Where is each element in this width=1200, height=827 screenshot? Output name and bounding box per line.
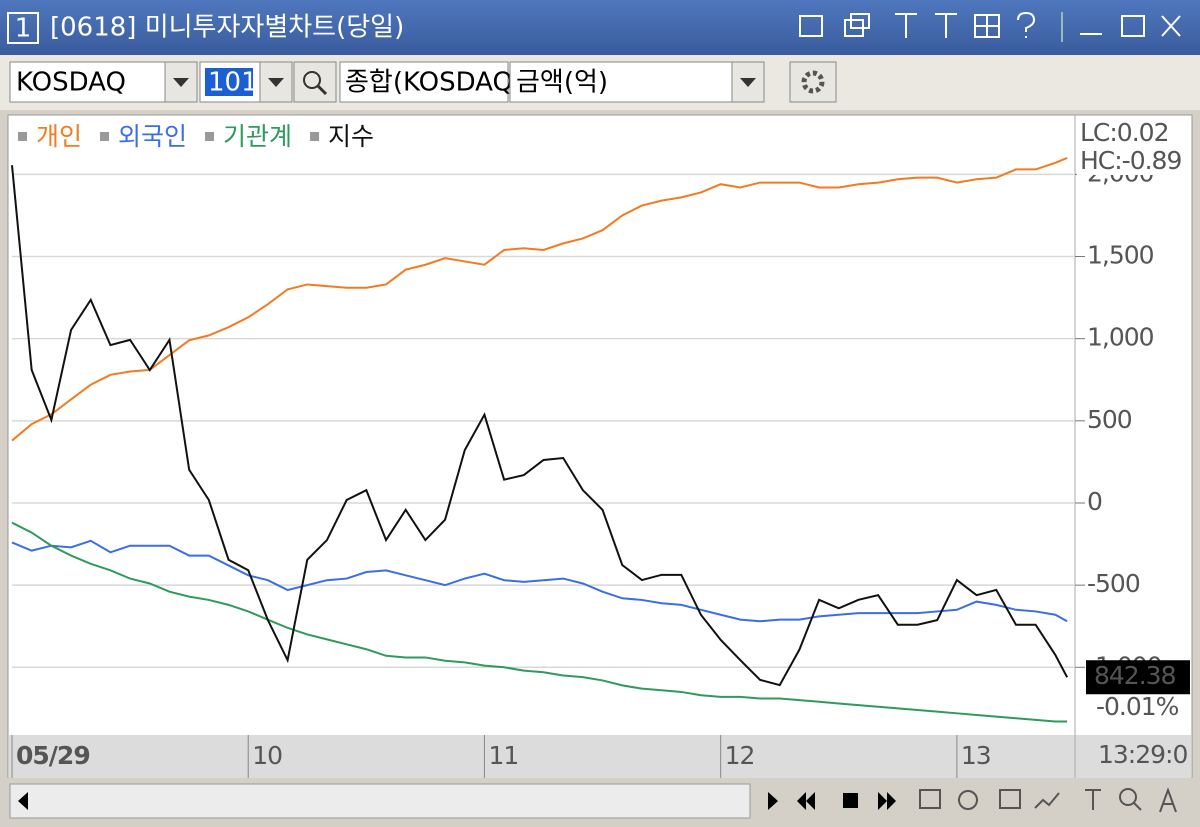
annotation: -0.01%	[1096, 692, 1179, 721]
y-tick-label: 500	[1087, 405, 1132, 434]
y-tick-label: 1,500	[1087, 241, 1154, 270]
legend-marker	[310, 132, 320, 141]
dropdown[interactable]	[731, 61, 765, 103]
title-icons[interactable]	[799, 11, 1181, 42]
x-tick-label: 11	[488, 741, 518, 770]
x-tick-label: 10	[252, 741, 282, 770]
series-line	[11, 521, 1068, 723]
annotation: LC:0.02	[1080, 118, 1168, 147]
x-tick-label: 05/29	[16, 741, 90, 770]
y-tick-label: 0	[1087, 487, 1102, 516]
series-line	[11, 539, 1068, 623]
legend-label: 지수	[328, 122, 374, 151]
time-label: 13:29:0	[1098, 740, 1187, 769]
market-combo[interactable]	[9, 61, 166, 103]
nav-buttons[interactable]	[768, 792, 896, 810]
series-line	[11, 165, 1069, 687]
unit: 금액(억)	[516, 68, 608, 98]
tool-icons[interactable]	[919, 787, 1177, 813]
index-name: 종합(KOSDAQ	[345, 68, 513, 98]
scroll-track[interactable]	[9, 783, 751, 819]
window-title: [0618] 미니투자자별차트(당일)	[50, 13, 404, 43]
window-number-box	[7, 12, 39, 44]
x-tick-label: 12	[725, 741, 755, 770]
x-tick-label: 13	[961, 741, 991, 770]
last-value: 842.38	[1094, 661, 1176, 690]
unit-combo[interactable]	[509, 61, 733, 103]
settings-button[interactable]	[789, 61, 837, 103]
legend-label: 기관계	[223, 122, 292, 151]
y-tick-label: 1,000	[1087, 323, 1154, 352]
market: KOSDAQ	[16, 68, 126, 98]
legend-marker	[18, 132, 27, 141]
legend-label: 외국인	[118, 122, 187, 151]
series-line	[11, 157, 1068, 442]
code: 101	[208, 68, 258, 98]
legend-label: 개인	[36, 122, 82, 151]
legend-marker	[205, 132, 215, 141]
label-bg	[1077, 119, 1189, 175]
window-number: 1	[15, 14, 32, 44]
y-tick-label: -500	[1087, 569, 1140, 598]
index-field[interactable]	[339, 61, 509, 103]
x-axis-band	[9, 735, 1191, 778]
last-value-box	[1086, 660, 1190, 695]
legend-marker	[100, 132, 110, 141]
annotation: HC:-0.89	[1080, 146, 1181, 175]
search-button[interactable]	[293, 61, 337, 103]
